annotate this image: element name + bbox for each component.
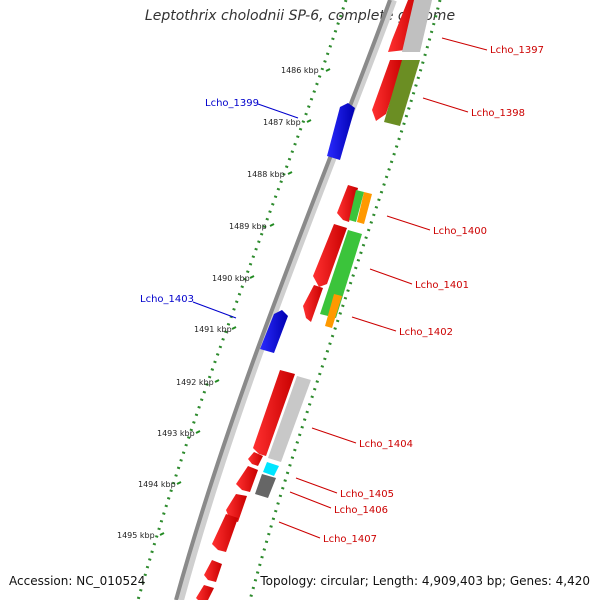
gene-arrow-1400a[interactable] — [337, 185, 358, 222]
backbone — [174, 0, 392, 600]
gene-band-1405-cyan[interactable] — [263, 462, 279, 476]
ruler-label: 1486 kbp — [281, 66, 319, 75]
leader-lines — [192, 37, 488, 539]
ruler-label: 1493 kbp — [157, 429, 195, 438]
gene-band-1404-gray[interactable] — [268, 376, 311, 462]
gene-label-lcho-1402[interactable]: Lcho_1402 — [399, 327, 453, 338]
ruler-label: 1487 kbp — [263, 118, 301, 127]
inner-dotted-line — [248, 0, 442, 600]
gene-arrow-1401a[interactable] — [313, 224, 347, 287]
topology-label: Topology: circular; Length: 4,909,403 bp… — [260, 574, 590, 588]
ruler-label: 1490 kbp — [212, 274, 250, 283]
gene-band-1401-green[interactable] — [320, 230, 362, 318]
gene-lcho-1399-arrow[interactable] — [327, 103, 355, 160]
gene-lcho-1403-arrow[interactable] — [260, 310, 288, 353]
gene-arrow-1405a[interactable] — [248, 452, 263, 466]
gene-label-lcho-1401[interactable]: Lcho_1401 — [415, 280, 469, 291]
gene-label-lcho-1400[interactable]: Lcho_1400 — [433, 226, 487, 237]
ruler-ticks — [159, 68, 331, 536]
gene-band-1406-darkgray[interactable] — [255, 474, 276, 498]
gene-label-lcho-1406[interactable]: Lcho_1406 — [334, 505, 388, 516]
backbone-shadow — [176, 0, 397, 600]
gene-arrow-1406a[interactable] — [236, 466, 258, 492]
gene-label-lcho-1399[interactable]: Lcho_1399 — [205, 98, 259, 109]
gene-arrow-1407a[interactable] — [226, 494, 247, 522]
gene-arrow-1407b[interactable] — [212, 514, 238, 552]
gene-arrow-1398a[interactable] — [372, 60, 404, 121]
gene-arrow-1402a[interactable] — [303, 285, 323, 322]
gene-label-lcho-1407[interactable]: Lcho_1407 — [323, 534, 377, 545]
gene-band-1397-gray[interactable] — [402, 0, 432, 52]
map-title: Leptothrix cholodnii SP-6, complete geno… — [144, 8, 456, 24]
gene-band-1398-olive[interactable] — [384, 60, 420, 126]
ruler-label: 1492 kbp — [176, 378, 214, 387]
gene-arrow-bottom-a[interactable] — [204, 560, 222, 582]
gene-label-lcho-1397[interactable]: Lcho_1397 — [490, 45, 544, 56]
gene-band-1400-green[interactable] — [349, 190, 364, 222]
gene-arrow-bottom-b[interactable] — [196, 585, 214, 600]
accession-label: Accession: NC_010524 — [9, 574, 146, 588]
gene-band-1400-orange[interactable] — [357, 192, 372, 224]
gene-band-1402-orange[interactable] — [325, 294, 342, 328]
gene-arrow-1404a[interactable] — [253, 370, 295, 456]
ruler-label: 1495 kbp — [117, 531, 155, 540]
gene-label-lcho-1398[interactable]: Lcho_1398 — [471, 108, 525, 119]
gene-label-lcho-1403[interactable]: Lcho_1403 — [140, 294, 194, 305]
ruler-label: 1488 kbp — [247, 170, 285, 179]
ruler-label: 1489 kbp — [229, 222, 267, 231]
ruler-label: 1494 kbp — [138, 480, 176, 489]
ruler-label: 1491 kbp — [194, 325, 232, 334]
gene-label-lcho-1404[interactable]: Lcho_1404 — [359, 439, 413, 450]
gene-label-lcho-1405[interactable]: Lcho_1405 — [340, 489, 394, 500]
